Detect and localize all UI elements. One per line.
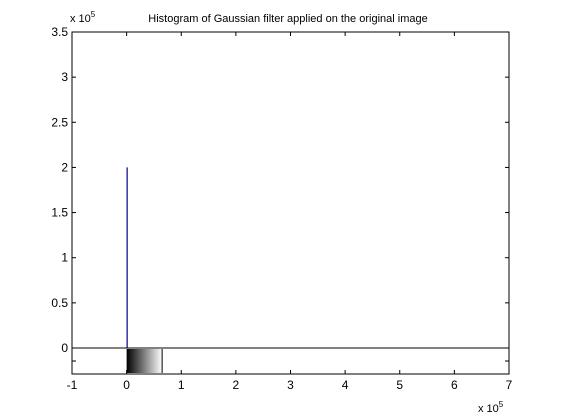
y-tick-label: 0 bbox=[61, 341, 68, 355]
x-tick-label: 5 bbox=[396, 378, 403, 392]
y-tick-label: 2.5 bbox=[51, 115, 68, 129]
x-exponent-power: 5 bbox=[499, 400, 504, 409]
y-tick-label: 0.5 bbox=[51, 296, 68, 310]
y-tick-label: 1 bbox=[61, 251, 68, 265]
colorbar-gradient bbox=[127, 349, 163, 373]
y-exponent-power: 5 bbox=[91, 10, 96, 19]
x-exponent-label: x 105 bbox=[478, 400, 504, 415]
x-exponent-base: x 10 bbox=[478, 403, 499, 415]
plot-area bbox=[72, 32, 509, 348]
y-tick-label: 3.5 bbox=[51, 25, 68, 39]
x-tick-label: 6 bbox=[451, 378, 458, 392]
x-tick-label: 3 bbox=[287, 378, 294, 392]
y-tick-label: 3 bbox=[61, 70, 68, 84]
chart-title: Histogram of Gaussian filter applied on … bbox=[148, 13, 427, 25]
x-tick-label: 1 bbox=[178, 378, 185, 392]
x-tick-label: 2 bbox=[233, 378, 240, 392]
y-exponent-base: x 10 bbox=[70, 13, 91, 25]
y-tick-label: 2 bbox=[61, 160, 68, 174]
x-tick-label: 7 bbox=[506, 378, 513, 392]
x-tick-label: 0 bbox=[123, 378, 130, 392]
x-tick-label: -1 bbox=[67, 378, 78, 392]
y-exponent-label: x 105 bbox=[70, 10, 96, 25]
x-tick-label: 4 bbox=[342, 378, 349, 392]
y-tick-label: 1.5 bbox=[51, 206, 68, 220]
